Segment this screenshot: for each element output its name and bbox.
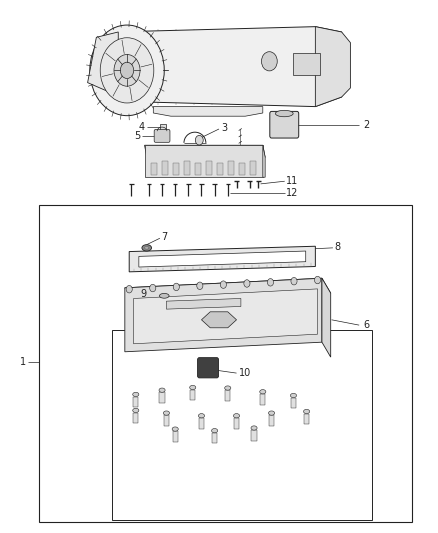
Circle shape — [126, 286, 132, 293]
Circle shape — [244, 280, 250, 287]
Circle shape — [114, 54, 140, 86]
Polygon shape — [263, 146, 265, 177]
Bar — [260, 394, 265, 405]
Text: 9: 9 — [141, 289, 147, 298]
Ellipse shape — [260, 390, 266, 394]
Circle shape — [195, 135, 203, 145]
Text: 12: 12 — [286, 188, 299, 198]
Bar — [269, 415, 274, 426]
Ellipse shape — [212, 429, 218, 433]
Ellipse shape — [290, 393, 297, 398]
Text: 1: 1 — [20, 358, 26, 367]
Circle shape — [173, 283, 180, 290]
Ellipse shape — [233, 414, 240, 418]
Text: 6: 6 — [364, 320, 370, 330]
Circle shape — [314, 276, 321, 284]
Ellipse shape — [304, 409, 310, 414]
Bar — [190, 390, 195, 400]
Text: 7: 7 — [161, 232, 167, 241]
Bar — [234, 418, 239, 429]
Polygon shape — [315, 27, 350, 107]
Polygon shape — [125, 278, 331, 303]
Bar — [173, 431, 178, 442]
Text: 8: 8 — [335, 243, 341, 252]
Circle shape — [100, 38, 154, 103]
FancyBboxPatch shape — [154, 130, 170, 142]
Polygon shape — [114, 27, 342, 107]
Text: 4: 4 — [138, 123, 145, 132]
Bar — [151, 164, 157, 175]
Bar — [251, 430, 257, 441]
Bar — [184, 161, 190, 175]
Polygon shape — [322, 278, 331, 357]
Bar — [133, 413, 138, 423]
Ellipse shape — [268, 411, 275, 415]
Circle shape — [150, 284, 156, 292]
Ellipse shape — [190, 385, 196, 390]
Polygon shape — [145, 146, 263, 177]
Polygon shape — [129, 246, 315, 272]
Bar — [173, 164, 179, 175]
Bar — [39, 205, 412, 522]
Bar — [293, 53, 320, 75]
Text: 10: 10 — [239, 368, 251, 378]
Text: 11: 11 — [286, 176, 299, 186]
FancyBboxPatch shape — [198, 358, 219, 378]
Bar — [225, 390, 230, 401]
Ellipse shape — [276, 110, 293, 117]
Ellipse shape — [172, 427, 178, 431]
Bar — [112, 330, 372, 520]
Bar — [291, 398, 296, 408]
Bar — [159, 392, 165, 403]
Ellipse shape — [142, 245, 152, 251]
Circle shape — [197, 282, 203, 289]
Bar — [304, 414, 309, 424]
Text: 3: 3 — [221, 123, 227, 133]
Ellipse shape — [163, 411, 170, 415]
Bar — [133, 397, 138, 407]
Circle shape — [291, 278, 297, 285]
Polygon shape — [145, 146, 265, 157]
Polygon shape — [201, 312, 237, 328]
Ellipse shape — [133, 392, 139, 397]
Polygon shape — [88, 32, 118, 96]
Text: 2: 2 — [364, 120, 370, 130]
Circle shape — [267, 279, 273, 286]
Bar — [217, 164, 223, 175]
Ellipse shape — [198, 414, 205, 418]
Polygon shape — [153, 107, 263, 116]
Circle shape — [90, 25, 164, 116]
Circle shape — [220, 281, 226, 288]
Polygon shape — [125, 278, 322, 352]
FancyBboxPatch shape — [270, 111, 299, 138]
Bar — [199, 418, 204, 429]
Polygon shape — [134, 289, 318, 344]
Bar — [250, 161, 256, 175]
Text: 5: 5 — [134, 131, 140, 141]
Ellipse shape — [225, 386, 231, 390]
Bar — [206, 161, 212, 175]
Circle shape — [120, 62, 134, 78]
Ellipse shape — [251, 426, 257, 430]
Bar — [239, 164, 245, 175]
Ellipse shape — [159, 388, 165, 392]
Bar — [162, 161, 168, 175]
Bar — [228, 161, 234, 175]
Ellipse shape — [133, 408, 139, 413]
Ellipse shape — [145, 246, 149, 249]
Bar — [195, 164, 201, 175]
Polygon shape — [166, 298, 241, 309]
Bar — [212, 433, 217, 443]
Bar — [160, 124, 166, 131]
Circle shape — [261, 52, 277, 71]
Ellipse shape — [159, 293, 169, 298]
Polygon shape — [139, 251, 306, 267]
Bar — [164, 415, 169, 426]
